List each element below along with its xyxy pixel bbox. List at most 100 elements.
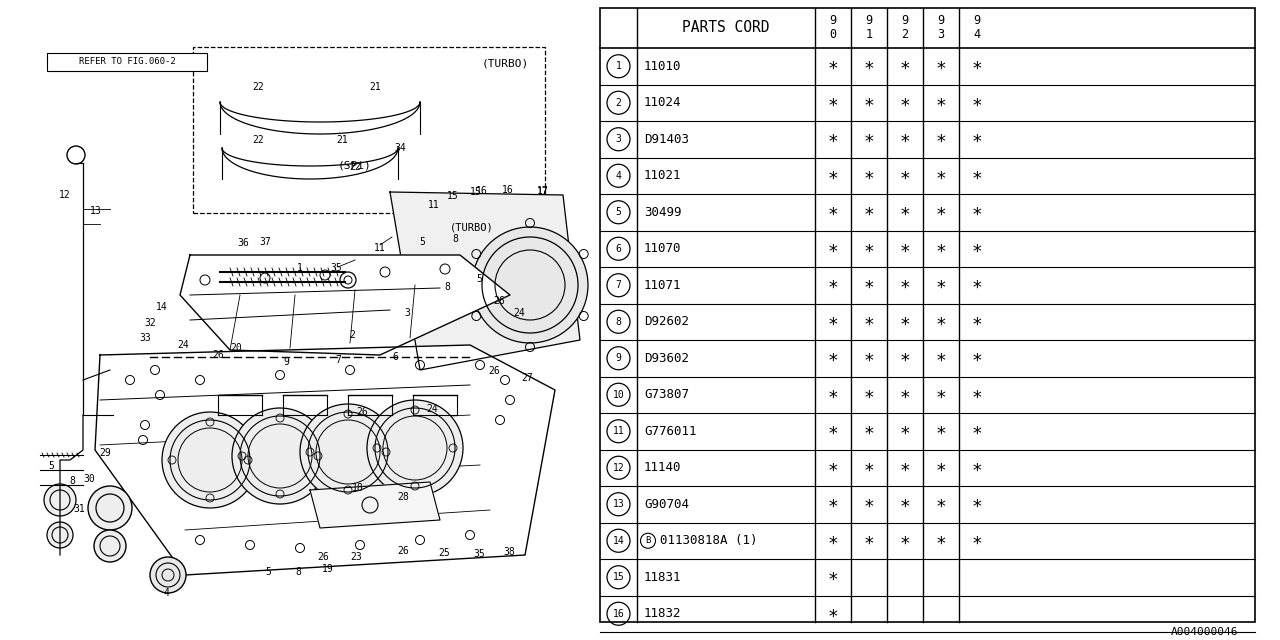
Text: 11071: 11071 [644, 279, 681, 292]
Text: 8: 8 [452, 234, 458, 244]
Text: ∗: ∗ [828, 605, 838, 623]
Text: 12: 12 [59, 190, 70, 200]
Bar [47, 53, 207, 71]
Text: ∗: ∗ [972, 167, 983, 185]
Text: ∗: ∗ [900, 313, 910, 331]
Text: 14: 14 [613, 536, 625, 546]
Circle shape [44, 484, 76, 516]
Text: 26: 26 [493, 296, 504, 306]
Text: ∗: ∗ [972, 422, 983, 440]
Text: ∗: ∗ [936, 459, 946, 477]
Text: 17: 17 [538, 187, 549, 197]
Text: REFER TO FIG.060-2: REFER TO FIG.060-2 [78, 58, 175, 67]
Text: D93602: D93602 [644, 352, 689, 365]
Text: 9
1: 9 1 [865, 15, 873, 42]
Polygon shape [390, 192, 580, 370]
Text: 32: 32 [145, 318, 156, 328]
Text: ∗: ∗ [936, 386, 946, 404]
Text: (TURBO): (TURBO) [451, 223, 494, 233]
Text: 5: 5 [419, 237, 425, 247]
Text: 35: 35 [330, 263, 342, 273]
Text: D92602: D92602 [644, 316, 689, 328]
Text: 12: 12 [613, 463, 625, 473]
Text: ∗: ∗ [900, 459, 910, 477]
Text: 13: 13 [613, 499, 625, 509]
Text: ∗: ∗ [972, 276, 983, 294]
Text: 8: 8 [296, 567, 301, 577]
Text: ∗: ∗ [936, 495, 946, 513]
Text: ∗: ∗ [936, 532, 946, 550]
Text: 9
3: 9 3 [937, 15, 945, 42]
Text: 15: 15 [470, 187, 481, 197]
Circle shape [93, 530, 125, 562]
Text: 24: 24 [426, 404, 438, 414]
Text: 26: 26 [397, 546, 408, 556]
Text: ∗: ∗ [828, 386, 838, 404]
Text: 16: 16 [613, 609, 625, 619]
Text: 26: 26 [356, 407, 367, 417]
Text: 36: 36 [237, 238, 248, 248]
Text: 21: 21 [369, 82, 381, 92]
Text: ∗: ∗ [828, 568, 838, 586]
Text: 29: 29 [99, 448, 111, 458]
Text: 15: 15 [447, 191, 458, 201]
Text: 26: 26 [488, 366, 500, 376]
Bar [600, 8, 1254, 622]
Text: ∗: ∗ [828, 57, 838, 76]
Text: ∗: ∗ [900, 276, 910, 294]
Circle shape [88, 486, 132, 530]
Text: ∗: ∗ [972, 57, 983, 76]
Text: 22: 22 [252, 82, 264, 92]
Text: 28: 28 [397, 492, 408, 502]
Text: 15: 15 [613, 572, 625, 582]
Text: ∗: ∗ [936, 276, 946, 294]
Text: ∗: ∗ [828, 313, 838, 331]
Text: 11024: 11024 [644, 96, 681, 109]
Text: 20: 20 [230, 343, 242, 353]
Text: ∗: ∗ [972, 532, 983, 550]
Text: 35: 35 [474, 549, 485, 559]
Text: 8: 8 [616, 317, 621, 327]
Text: 17: 17 [538, 186, 549, 196]
Text: A004000046: A004000046 [1170, 627, 1238, 637]
Text: 25: 25 [438, 548, 449, 558]
Text: 22: 22 [349, 162, 361, 172]
Text: ∗: ∗ [972, 495, 983, 513]
Text: ∗: ∗ [864, 459, 874, 477]
Text: ∗: ∗ [900, 57, 910, 76]
Text: ∗: ∗ [828, 131, 838, 148]
Text: ∗: ∗ [864, 532, 874, 550]
Text: G90704: G90704 [644, 498, 689, 511]
Text: ∗: ∗ [864, 349, 874, 367]
Text: 9: 9 [283, 357, 289, 367]
Text: D91403: D91403 [644, 132, 689, 146]
Text: 11070: 11070 [644, 243, 681, 255]
Text: 8: 8 [444, 282, 451, 292]
Text: 01130818A (1): 01130818A (1) [660, 534, 758, 547]
Text: 11: 11 [428, 200, 440, 210]
Text: ∗: ∗ [972, 93, 983, 112]
Text: 23: 23 [351, 552, 362, 562]
Text: 24: 24 [513, 308, 525, 318]
Text: 24: 24 [177, 340, 189, 350]
Text: ∗: ∗ [864, 204, 874, 221]
Text: ∗: ∗ [972, 131, 983, 148]
Text: 4: 4 [163, 588, 169, 598]
Text: ∗: ∗ [900, 167, 910, 185]
Bar [193, 47, 545, 213]
Text: 5: 5 [476, 274, 483, 284]
Text: 11021: 11021 [644, 169, 681, 182]
Text: ∗: ∗ [900, 422, 910, 440]
Text: ∗: ∗ [936, 93, 946, 112]
Circle shape [47, 522, 73, 548]
Text: ∗: ∗ [972, 313, 983, 331]
Text: ∗: ∗ [900, 204, 910, 221]
Text: 26: 26 [317, 552, 329, 562]
Text: 6: 6 [616, 244, 621, 253]
Text: 16: 16 [476, 186, 488, 196]
Text: ∗: ∗ [864, 495, 874, 513]
Circle shape [367, 400, 463, 496]
Text: 2: 2 [616, 98, 621, 108]
Text: ∗: ∗ [828, 532, 838, 550]
Text: 37: 37 [259, 237, 271, 247]
